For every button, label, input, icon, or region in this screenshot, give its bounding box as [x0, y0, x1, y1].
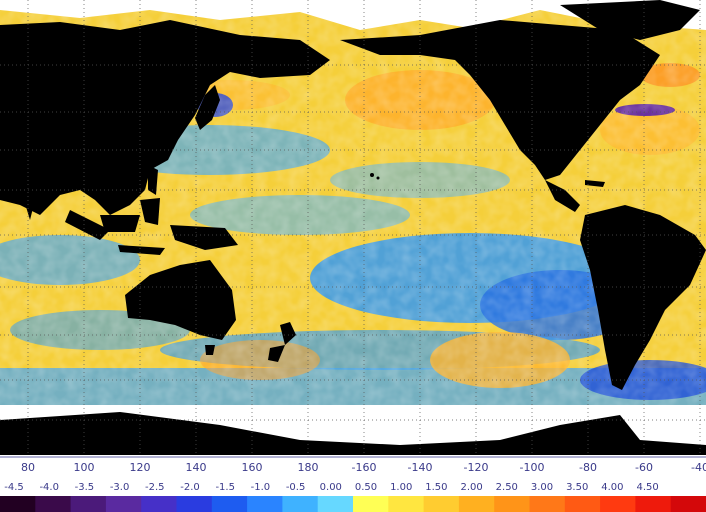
- color-scale-swatch: [353, 496, 389, 512]
- color-scale-swatch: [494, 496, 530, 512]
- longitude-label: -40: [691, 461, 706, 474]
- longitude-label: -160: [352, 461, 377, 474]
- longitude-label: 140: [186, 461, 207, 474]
- color-scale-swatch: [0, 496, 36, 512]
- color-scale-swatch: [35, 496, 72, 512]
- longitude-label: -140: [408, 461, 433, 474]
- color-scale-swatch: [670, 496, 706, 512]
- color-scale-label: -4.5: [4, 482, 24, 493]
- color-scale-label: -4.0: [39, 482, 59, 493]
- color-scale-swatch: [600, 496, 636, 512]
- color-scale-label: 0.00: [320, 482, 342, 493]
- color-scale-label: -1.0: [251, 482, 271, 493]
- color-scale-swatch: [105, 496, 142, 512]
- color-scale-swatch: [141, 496, 177, 512]
- color-scale-label: 4.50: [636, 482, 658, 493]
- longitude-label: -120: [464, 461, 489, 474]
- color-scale-swatch: [635, 496, 672, 512]
- longitude-label: 120: [130, 461, 151, 474]
- color-scale-swatch: [458, 496, 495, 512]
- color-scale-swatch: [388, 496, 425, 512]
- color-scale-swatch: [247, 496, 283, 512]
- graticule: [0, 0, 706, 455]
- color-scale-label: 3.50: [566, 482, 588, 493]
- color-scale-labels: -4.5 -4.0 -3.5 -3.0 -2.5 -2.0 -1.5 -1.0 -0.5 0.00…: [4, 482, 658, 493]
- color-scale-swatch: [529, 496, 566, 512]
- color-scale-label: 4.00: [601, 482, 623, 493]
- color-scale-swatch: [70, 496, 107, 512]
- longitude-label: -80: [579, 461, 597, 474]
- color-scale-label: 1.00: [390, 482, 412, 493]
- color-scale-label: 3.00: [531, 482, 553, 493]
- color-scale-label: -3.5: [75, 482, 95, 493]
- color-scale-swatch: [423, 496, 460, 512]
- color-scale-swatch: [564, 496, 601, 512]
- color-scale-label: 0.50: [355, 482, 377, 493]
- longitude-label: 160: [242, 461, 263, 474]
- color-scale-label: -2.5: [145, 482, 165, 493]
- longitude-labels: 80 100 120 140 160 180 -160 -140 -120 -100 -80 -60 -…: [21, 461, 706, 474]
- color-scale-label: 1.50: [425, 482, 447, 493]
- color-scale-swatch: [282, 496, 319, 512]
- longitude-label: -60: [635, 461, 653, 474]
- longitude-label: 180: [298, 461, 319, 474]
- color-scale-label: -3.0: [110, 482, 130, 493]
- longitude-label: 100: [74, 461, 95, 474]
- longitude-label: -100: [520, 461, 545, 474]
- color-scale-label: -0.5: [286, 482, 306, 493]
- land-layer: [0, 0, 706, 455]
- color-scale-swatch: [317, 496, 354, 512]
- longitude-label: 80: [21, 461, 35, 474]
- color-scale-label: -2.0: [180, 482, 200, 493]
- color-scale-label: -1.5: [215, 482, 235, 493]
- color-scale-swatch: [211, 496, 248, 512]
- color-scale: [0, 496, 706, 512]
- color-scale-label: 2.00: [460, 482, 482, 493]
- color-scale-label: 2.50: [496, 482, 518, 493]
- color-scale-swatch: [176, 496, 213, 512]
